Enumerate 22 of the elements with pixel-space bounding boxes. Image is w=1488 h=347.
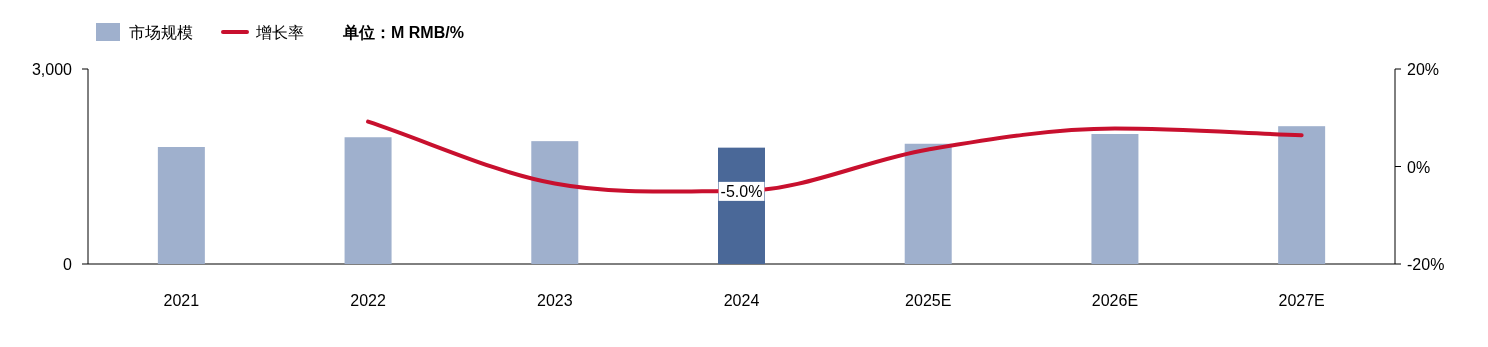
x-tick-label: 2024 [723, 292, 760, 309]
x-tick-label: 2022 [350, 292, 386, 309]
x-tick-label: 2027E [1278, 292, 1325, 309]
bar [1091, 134, 1139, 264]
y2-tick-label: -20% [1407, 256, 1445, 273]
y-tick-label: 0 [63, 256, 73, 273]
bar [904, 143, 952, 264]
bar [531, 141, 579, 264]
x-tick-label: 2025E [905, 292, 952, 309]
bar [157, 147, 205, 264]
x-tick-label: 2023 [536, 292, 573, 309]
legend-label: 市场规模 [129, 24, 193, 41]
x-tick-label: 2021 [163, 292, 200, 309]
bar [1278, 126, 1326, 264]
data-label: -5.0% [720, 182, 763, 200]
bar [344, 137, 392, 264]
y2-tick-label: 0% [1407, 158, 1431, 176]
y2-tick-label: 20% [1407, 61, 1440, 78]
chart-subtitle: 单位：M RMB/% [342, 24, 464, 41]
x-tick-label: 2026E [1091, 292, 1139, 309]
y-tick-label: 3,000 [31, 61, 73, 78]
legend-label: 增长率 [255, 24, 304, 41]
